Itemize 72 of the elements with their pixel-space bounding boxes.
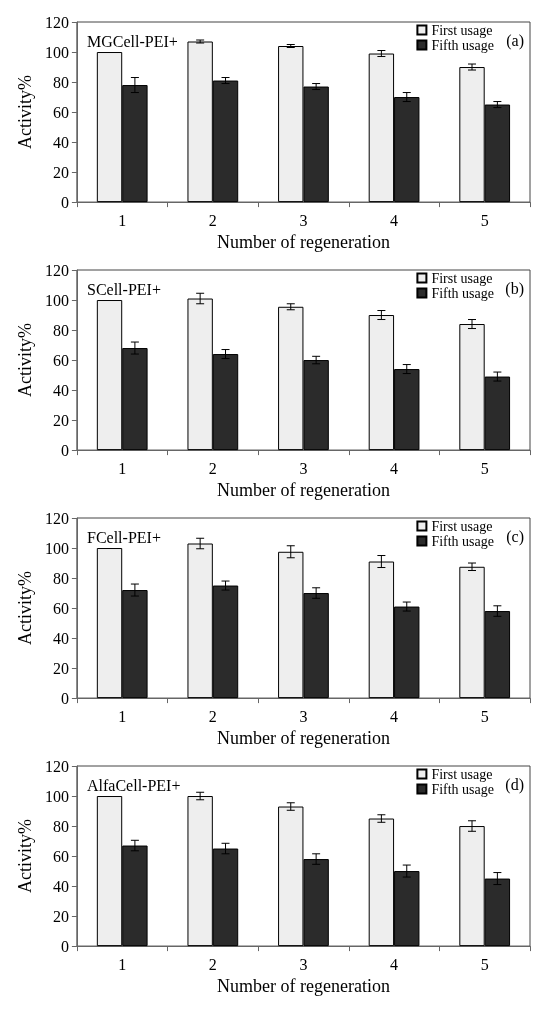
text: SCell-PEI+ [87, 280, 161, 298]
text: MGCell-PEI+ [87, 32, 178, 50]
legend-label: First usage [431, 22, 493, 38]
y-tick-label: 0 [60, 689, 69, 707]
x-tick-label: 2 [208, 211, 217, 229]
annotation: (c) [506, 527, 525, 546]
x-tick-label: 3 [299, 211, 308, 229]
y-tick-label: 40 [52, 381, 69, 399]
y-axis-title: Activity% [15, 75, 35, 150]
x-tick-label: 2 [208, 955, 217, 973]
y-tick-label: 40 [52, 877, 69, 895]
x-tick-label: 3 [299, 707, 308, 725]
y-axis-title: Activity% [15, 323, 35, 398]
legend-label: First usage [431, 270, 493, 286]
y-tick-label: 0 [60, 193, 69, 211]
y-tick-label: 20 [52, 163, 69, 181]
y-tick-label: 100 [44, 43, 69, 61]
x-tick-label: 4 [390, 211, 399, 229]
text: FCell-PEI+ [87, 528, 161, 546]
y-tick-label: 100 [44, 539, 69, 557]
y-tick-label: 20 [52, 907, 69, 925]
x-axis-title: Number of regeneration [216, 232, 390, 252]
x-axis-title: Number of regeneration [216, 480, 390, 500]
x-tick-label: 2 [208, 459, 217, 477]
y-tick-label: 80 [52, 321, 69, 339]
y-tick-label: 0 [60, 441, 69, 459]
y-tick-label: 60 [52, 103, 69, 121]
x-axis-title: Number of regeneration [216, 976, 390, 996]
y-axis-title: Activity% [15, 819, 35, 894]
x-tick-label: 1 [118, 211, 127, 229]
annotation: (b) [505, 279, 524, 298]
y-tick-label: 40 [52, 133, 69, 151]
x-tick-label: 4 [390, 955, 399, 973]
legend-label: First usage [431, 766, 493, 782]
y-tick-label: 120 [44, 13, 69, 31]
y-tick-label: 120 [44, 509, 69, 527]
x-tick-label: 5 [480, 459, 489, 477]
y-tick-label: 40 [52, 629, 69, 647]
text: AlfaCell-PEI+ [87, 776, 181, 794]
x-tick-label: 4 [390, 707, 399, 725]
x-tick-label: 3 [299, 955, 308, 973]
y-tick-label: 80 [52, 817, 69, 835]
x-tick-label: 1 [118, 707, 127, 725]
y-tick-label: 100 [44, 291, 69, 309]
y-axis-title: Activity% [15, 571, 35, 646]
legend-label: Fifth usage [431, 37, 495, 53]
y-tick-label: 80 [52, 569, 69, 587]
y-tick-label: 60 [52, 599, 69, 617]
y-tick-label: 0 [60, 937, 69, 955]
x-tick-label: 1 [118, 459, 127, 477]
y-tick-label: 120 [44, 757, 69, 775]
annotation: (a) [506, 31, 525, 50]
x-tick-label: 3 [299, 459, 308, 477]
x-axis-title: Number of regeneration [216, 728, 390, 748]
legend-label: Fifth usage [431, 781, 495, 797]
legend-label: First usage [431, 518, 493, 534]
legend-label: Fifth usage [431, 533, 495, 549]
x-tick-label: 1 [118, 955, 127, 973]
y-tick-label: 80 [52, 73, 69, 91]
y-tick-label: 60 [52, 351, 69, 369]
x-tick-label: 5 [480, 955, 489, 973]
x-tick-label: 5 [480, 707, 489, 725]
y-tick-label: 100 [44, 787, 69, 805]
annotation: (d) [505, 775, 524, 794]
y-tick-label: 20 [52, 411, 69, 429]
y-tick-label: 60 [52, 847, 69, 865]
y-tick-label: 120 [44, 261, 69, 279]
x-tick-label: 2 [208, 707, 217, 725]
x-tick-label: 4 [390, 459, 399, 477]
y-tick-label: 20 [52, 659, 69, 677]
x-tick-label: 5 [480, 211, 489, 229]
legend-label: Fifth usage [431, 285, 495, 301]
